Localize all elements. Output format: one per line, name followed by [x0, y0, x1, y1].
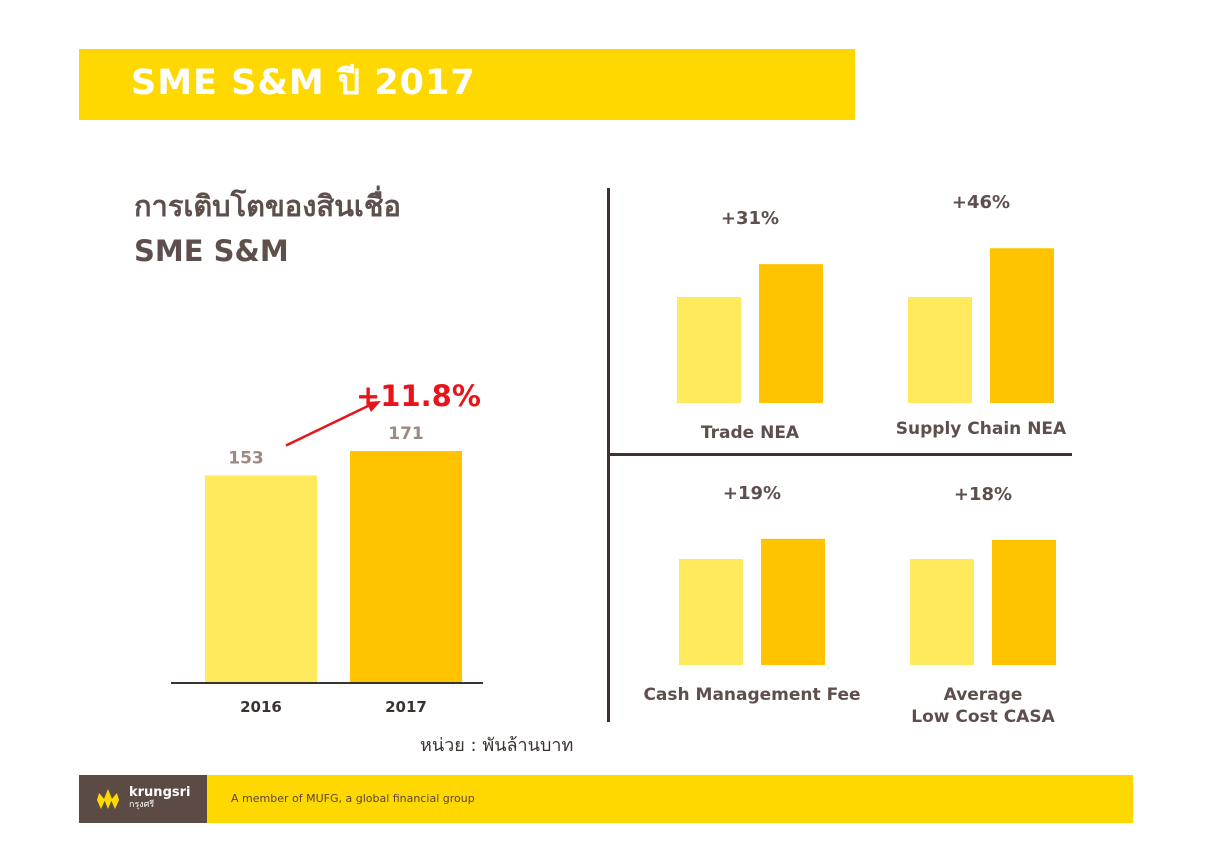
main-chart-heading: การเติบโตของสินเชื่อ SME S&M [134, 184, 401, 274]
main-bar-2016 [205, 475, 317, 683]
main-bar-2017 [350, 451, 462, 683]
trade-nea-category-label: Trade NEA [701, 423, 800, 443]
supply-chain-nea-growth-label: +46% [952, 192, 1010, 213]
supply-chain-nea-category-label: Supply Chain NEA [896, 419, 1067, 439]
main-tick-label-2017: 2017 [385, 698, 427, 716]
main-tick-label-2016: 2016 [240, 698, 282, 716]
title-band [79, 49, 855, 120]
growth-arrow-line [285, 404, 369, 447]
trade-nea-bar-2 [759, 264, 823, 403]
trade-nea-bar-1 [677, 297, 741, 403]
page-title: SME S&M ปี 2017 [131, 63, 476, 103]
average-low-cost-casa-bar-1 [910, 559, 974, 665]
main-chart-heading-line2: SME S&M [134, 234, 289, 268]
cash-management-fee-bar-2 [761, 538, 825, 665]
krungsri-logo: krungsri กรุงศรี [79, 775, 207, 823]
average-low-cost-casa-category-label-line2: Low Cost CASA [911, 707, 1055, 727]
cash-management-fee-growth-label: +19% [723, 483, 781, 504]
main-growth-label: +11.8% [356, 379, 481, 413]
krungsri-emblem-icon [97, 789, 119, 809]
vertical-divider [607, 188, 610, 722]
average-low-cost-casa-growth-label: +18% [954, 484, 1012, 505]
supply-chain-nea-bar-1 [908, 297, 972, 403]
main-chart-heading-line1: การเติบโตของสินเชื่อ [134, 189, 401, 223]
footer-tagline: A member of MUFG, a global financial gro… [231, 792, 475, 805]
footer-band [79, 775, 1133, 823]
supply-chain-nea-bar-2 [990, 248, 1054, 403]
cash-management-fee-bar-1 [679, 559, 743, 665]
average-low-cost-casa-category-label-line1: Average [944, 685, 1023, 705]
trade-nea-growth-label: +31% [721, 208, 779, 229]
unit-note: หน่วย : พันล้านบาท [420, 735, 574, 756]
horizontal-divider [609, 453, 1072, 456]
average-low-cost-casa-bar-2 [992, 539, 1056, 665]
logo-brand-text: krungsri [129, 785, 191, 800]
cash-management-fee-category-label: Cash Management Fee [643, 685, 860, 705]
logo-brand-thai-text: กรุงศรี [129, 800, 155, 810]
main-bar-value-2016: 153 [228, 448, 264, 468]
main-bar-value-2017: 171 [388, 424, 424, 444]
growth-arrow-head [366, 401, 381, 413]
